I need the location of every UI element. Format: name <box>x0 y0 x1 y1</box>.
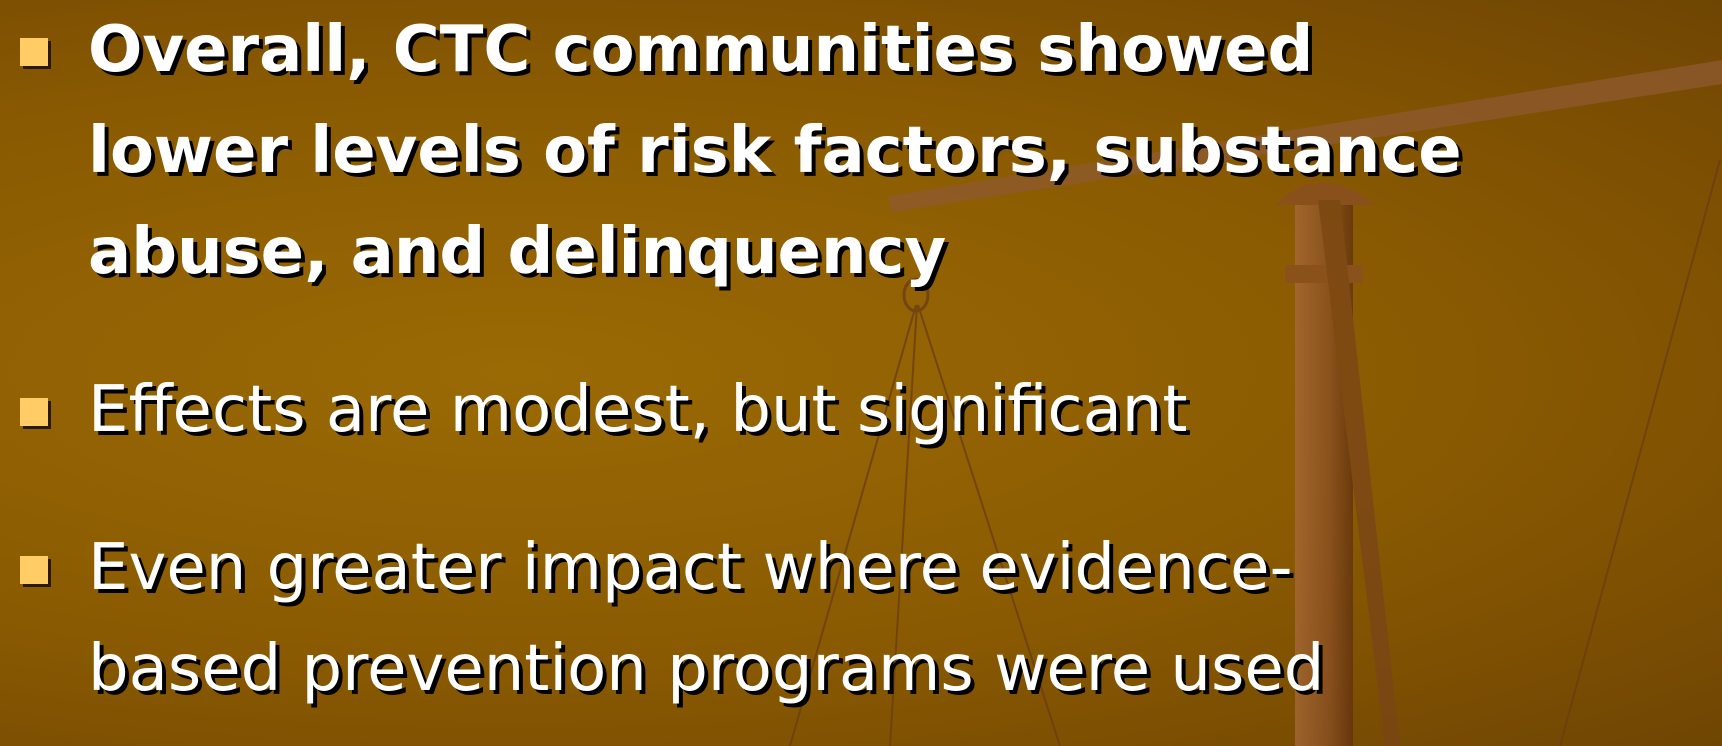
bullet-text: based prevention programs were used <box>88 632 1325 706</box>
bullet-text: abuse, and delinquency <box>88 215 947 289</box>
bullet-text: Overall, CTC communities showed <box>88 13 1314 87</box>
bullet-marker <box>20 556 48 584</box>
bullet-text: Even greater impact where evidence- <box>88 531 1293 605</box>
bullet-text: Effects are modest, but significant <box>88 373 1188 447</box>
bullet-marker <box>20 38 48 66</box>
bullet-text: lower levels of risk factors, substance <box>88 114 1462 188</box>
bullet-marker <box>20 398 48 426</box>
